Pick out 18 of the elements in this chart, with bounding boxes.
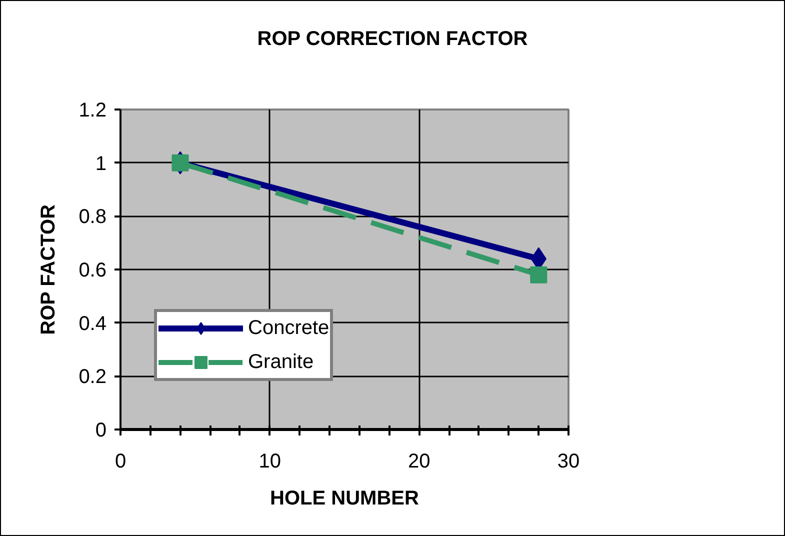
chart-title: ROP CORRECTION FACTOR: [257, 27, 528, 51]
y-tick-label: 0: [95, 420, 106, 442]
y-axis-title: ROP FACTOR: [38, 204, 60, 335]
legend-label: Concrete: [248, 316, 330, 340]
legend-label: Granite: [248, 350, 314, 374]
x-tick-label: 30: [557, 450, 580, 472]
y-tick-label: 1: [95, 152, 106, 175]
y-tick-label: 0.2: [78, 366, 107, 388]
y-tick-label: 0.4: [78, 312, 107, 335]
x-tick-label: 20: [408, 450, 430, 472]
point: [530, 266, 548, 284]
y-tick-label: 1.2: [78, 100, 107, 122]
y-tick-label: 0.8: [78, 206, 107, 228]
point: [172, 154, 189, 172]
x-tick-label: 0: [114, 450, 126, 472]
x-axis-title: HOLE NUMBER: [270, 488, 420, 510]
y-tick-label: 0.6: [78, 260, 107, 282]
x-tick-label: 10: [258, 450, 281, 472]
